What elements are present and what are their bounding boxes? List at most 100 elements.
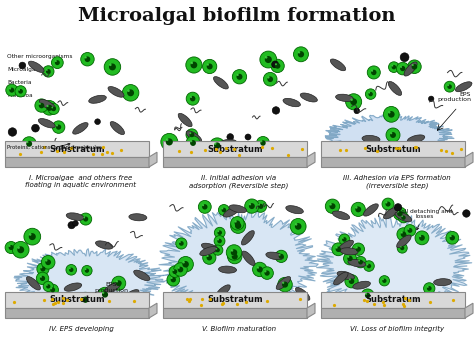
Ellipse shape [330,59,346,71]
Circle shape [388,111,395,118]
Text: I. Microalgae  and others free
floating in aquatic environment: I. Microalgae and others free floating i… [26,175,137,188]
Circle shape [401,215,403,217]
Circle shape [447,84,449,86]
Circle shape [237,74,243,80]
Circle shape [450,235,455,241]
Circle shape [40,266,42,269]
Ellipse shape [200,247,217,256]
Circle shape [397,228,410,241]
Circle shape [40,276,45,281]
Circle shape [367,264,371,268]
Circle shape [203,251,216,264]
Circle shape [365,293,367,295]
Ellipse shape [286,206,303,214]
FancyBboxPatch shape [5,308,149,318]
Polygon shape [325,114,454,160]
Circle shape [342,237,346,242]
Circle shape [83,216,85,219]
Ellipse shape [89,95,106,103]
Circle shape [218,239,219,241]
Ellipse shape [332,211,350,219]
Circle shape [365,89,376,99]
Circle shape [18,246,20,249]
Circle shape [179,241,181,243]
Text: Substratum: Substratum [207,145,263,154]
Ellipse shape [404,62,417,76]
Ellipse shape [73,122,88,134]
Text: II. Initial adhesion via
adsorption (Reversible step): II. Initial adhesion via adsorption (Rev… [189,175,289,188]
Circle shape [256,136,270,149]
Circle shape [46,284,48,286]
Ellipse shape [28,61,44,73]
Circle shape [245,199,259,213]
Circle shape [95,119,100,125]
Circle shape [260,51,277,68]
Text: Other microorganisms: Other microorganisms [7,54,73,59]
Circle shape [446,232,459,244]
Circle shape [207,255,209,257]
Circle shape [427,286,432,291]
Ellipse shape [354,294,372,302]
Polygon shape [317,216,472,315]
Circle shape [43,281,54,292]
Polygon shape [465,303,473,318]
Circle shape [35,99,48,112]
FancyBboxPatch shape [321,292,465,308]
Ellipse shape [334,272,348,285]
Text: Substratum: Substratum [365,145,421,154]
Circle shape [50,288,52,289]
Circle shape [207,64,213,70]
Circle shape [271,59,284,73]
Circle shape [102,292,108,298]
Circle shape [41,256,55,269]
Circle shape [78,292,93,307]
Circle shape [83,216,88,222]
Circle shape [351,202,365,216]
Circle shape [173,269,174,271]
Ellipse shape [38,118,55,128]
Ellipse shape [229,205,246,213]
Ellipse shape [108,87,124,97]
Circle shape [382,279,386,283]
Text: Cell detaching and
losses: Cell detaching and losses [397,209,452,230]
Circle shape [18,89,23,94]
Ellipse shape [242,251,255,266]
Ellipse shape [456,82,472,92]
Circle shape [39,103,45,108]
FancyBboxPatch shape [5,157,149,167]
Circle shape [171,277,176,283]
Text: Bacteria: Bacteria [7,80,31,85]
Circle shape [228,250,242,264]
Circle shape [179,241,184,246]
Circle shape [383,107,399,122]
Ellipse shape [336,94,354,102]
Circle shape [9,88,14,93]
Circle shape [356,247,358,248]
Circle shape [231,250,233,252]
Circle shape [182,261,185,264]
Polygon shape [149,303,157,318]
Circle shape [186,136,200,150]
Circle shape [249,203,255,209]
Circle shape [122,85,139,101]
Circle shape [404,225,416,236]
Circle shape [332,243,345,256]
FancyBboxPatch shape [163,157,307,167]
Ellipse shape [241,230,255,245]
Circle shape [230,218,246,233]
Ellipse shape [223,207,240,217]
Circle shape [46,260,51,265]
Ellipse shape [216,285,230,298]
Circle shape [112,276,126,290]
Circle shape [9,245,14,250]
Text: VI. Loss of biofilm integrity: VI. Loss of biofilm integrity [350,326,444,332]
Circle shape [408,228,410,230]
Polygon shape [307,152,315,167]
Circle shape [15,86,26,97]
Circle shape [235,220,240,226]
Circle shape [336,247,341,252]
Circle shape [173,263,187,276]
Circle shape [55,60,57,62]
Text: III. Adhesion via EPS formation
(irreversible step): III. Adhesion via EPS formation (irrever… [343,175,451,188]
Circle shape [6,84,18,96]
